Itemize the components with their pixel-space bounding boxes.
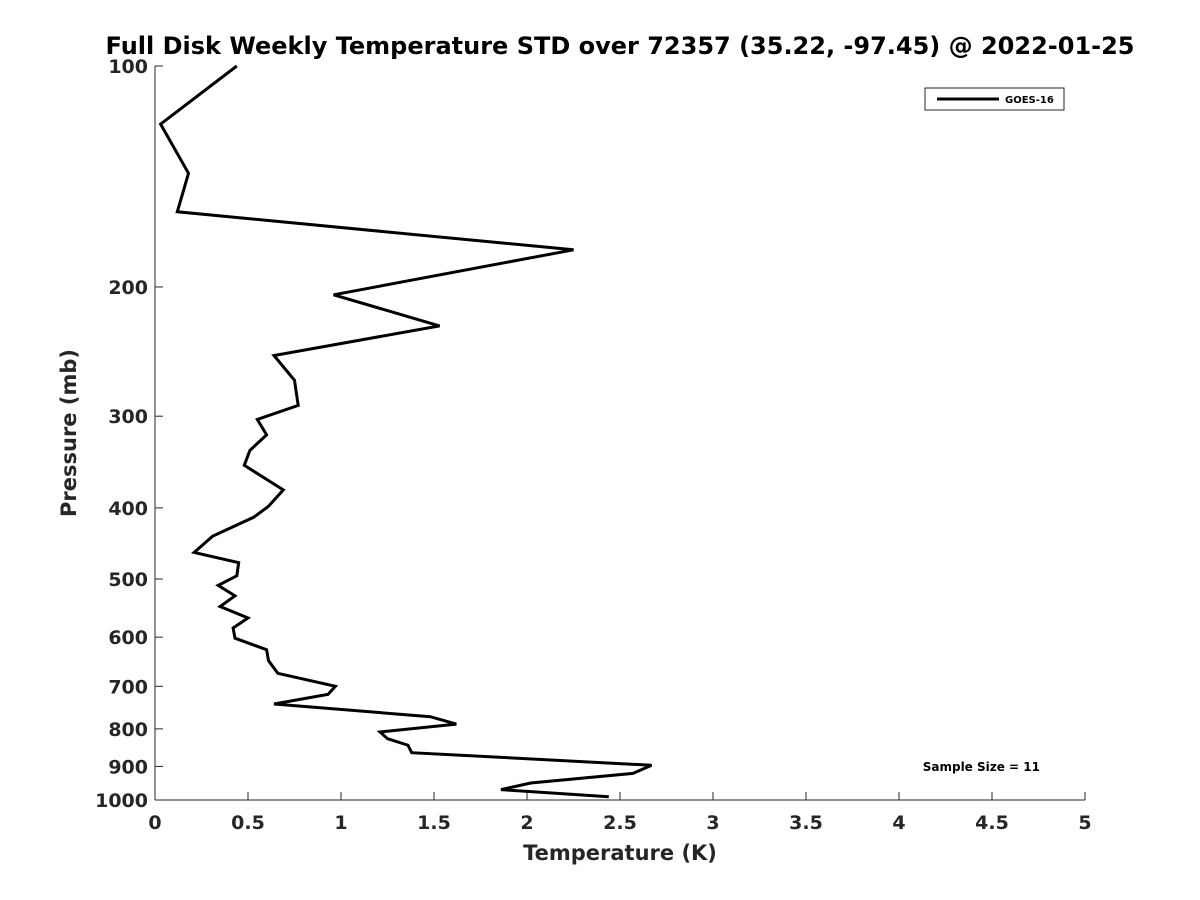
x-ticks: 0 0.5 1 1.5 2 2.5 3 3.5 4 4.5 5: [148, 792, 1092, 834]
y-tick-label-6: 700: [108, 676, 148, 698]
y-tick-label-4: 500: [108, 569, 148, 591]
chart-title: Full Disk Weekly Temperature STD over 72…: [106, 32, 1135, 60]
y-tick-label-2: 300: [108, 406, 148, 428]
x-tick-label-0: 0: [148, 812, 161, 834]
legend-entry-goes-16: GOES-16: [1005, 95, 1054, 106]
x-tick-label-4: 2: [520, 812, 533, 834]
x-tick-label-10: 5: [1078, 812, 1091, 834]
series-layer: [158, 64, 653, 799]
y-tick-label-7: 800: [108, 719, 148, 741]
y-tick-label-0: 100: [108, 56, 148, 78]
x-tick-label-7: 3.5: [789, 812, 823, 834]
x-axis-label: Temperature (K): [523, 841, 717, 865]
y-ticks: 100 200 300 400 500 600 700 800 900 1000: [95, 56, 163, 812]
x-tick-label-6: 3: [706, 812, 719, 834]
y-tick-label-5: 600: [108, 627, 148, 649]
x-tick-label-9: 4.5: [975, 812, 1009, 834]
x-tick-label-5: 2.5: [603, 812, 637, 834]
x-tick-label-1: 0.5: [231, 812, 265, 834]
y-tick-label-3: 400: [108, 498, 148, 520]
y-tick-label-1: 200: [108, 277, 148, 299]
series-line-0: [158, 64, 653, 799]
legend: GOES-16: [924, 87, 1065, 111]
x-tick-label-3: 1.5: [417, 812, 451, 834]
x-tick-label-2: 1: [334, 812, 347, 834]
y-axis-label: Pressure (mb): [57, 349, 81, 517]
y-tick-label-8: 900: [108, 756, 148, 778]
x-tick-label-8: 4: [892, 812, 905, 834]
sample-size-annotation: Sample Size = 11: [923, 760, 1040, 774]
y-tick-label-9: 1000: [95, 790, 148, 812]
